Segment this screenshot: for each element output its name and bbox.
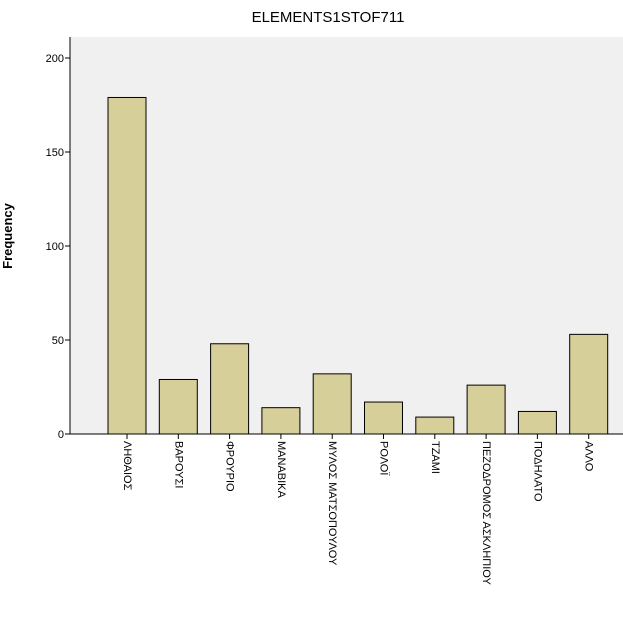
x-tick-label: ΤΖΑΜΙ xyxy=(429,441,441,474)
x-tick-label: ΜΑΝΑΒΙΚΑ xyxy=(275,441,287,499)
bars-group xyxy=(107,96,609,435)
x-tick-label: ΦΡΟΥΡΙΟ xyxy=(224,441,236,492)
bar xyxy=(415,416,455,435)
x-tick-label: ΡΟΛΟΪ xyxy=(378,441,390,476)
bar xyxy=(466,384,506,435)
y-axis-label: Frequency xyxy=(0,202,15,269)
x-tick-label: ΛΗΘΑΙΟΣ xyxy=(121,441,133,491)
bar xyxy=(569,333,609,435)
bar xyxy=(210,343,250,435)
chart-title: ELEMENTS1STOF711 xyxy=(252,9,405,26)
y-ticks-group: 0 50 100 150 200 xyxy=(46,53,70,441)
y-tick-label: 100 xyxy=(46,241,64,253)
bar xyxy=(364,401,403,435)
bar xyxy=(158,378,198,435)
y-tick-label: 150 xyxy=(46,147,64,159)
x-tick-label: ΠΟΔΗΛΑΤΟ xyxy=(531,441,543,502)
y-tick-label: 200 xyxy=(46,53,64,65)
x-tick-label: ΒΑΡΟΥΣΙ xyxy=(172,441,184,488)
x-tick-label: ΑΛΛΟ xyxy=(583,441,595,472)
y-tick-label: 0 xyxy=(58,429,64,441)
bar xyxy=(312,373,352,435)
bar xyxy=(107,96,147,435)
x-ticks-group: ΛΗΘΑΙΟΣ ΒΑΡΟΥΣΙ ΦΡΟΥΡΙΟ ΜΑΝΑΒΙΚΑ ΜΥΛΟΣ ΜΑΤΣΟ… xyxy=(121,434,595,586)
x-tick-label: ΜΥΛΟΣ ΜΑΤΣΟΠΟΥΛΟΥ xyxy=(326,441,338,566)
bar xyxy=(517,410,557,435)
y-tick-label: 50 xyxy=(52,335,64,347)
x-tick-label: ΠΕΖΟΔΡΟΜΟΣ ΑΣΚΛΗΠΙΟΥ xyxy=(480,441,492,586)
bar xyxy=(261,407,301,435)
plot-area xyxy=(70,37,623,434)
